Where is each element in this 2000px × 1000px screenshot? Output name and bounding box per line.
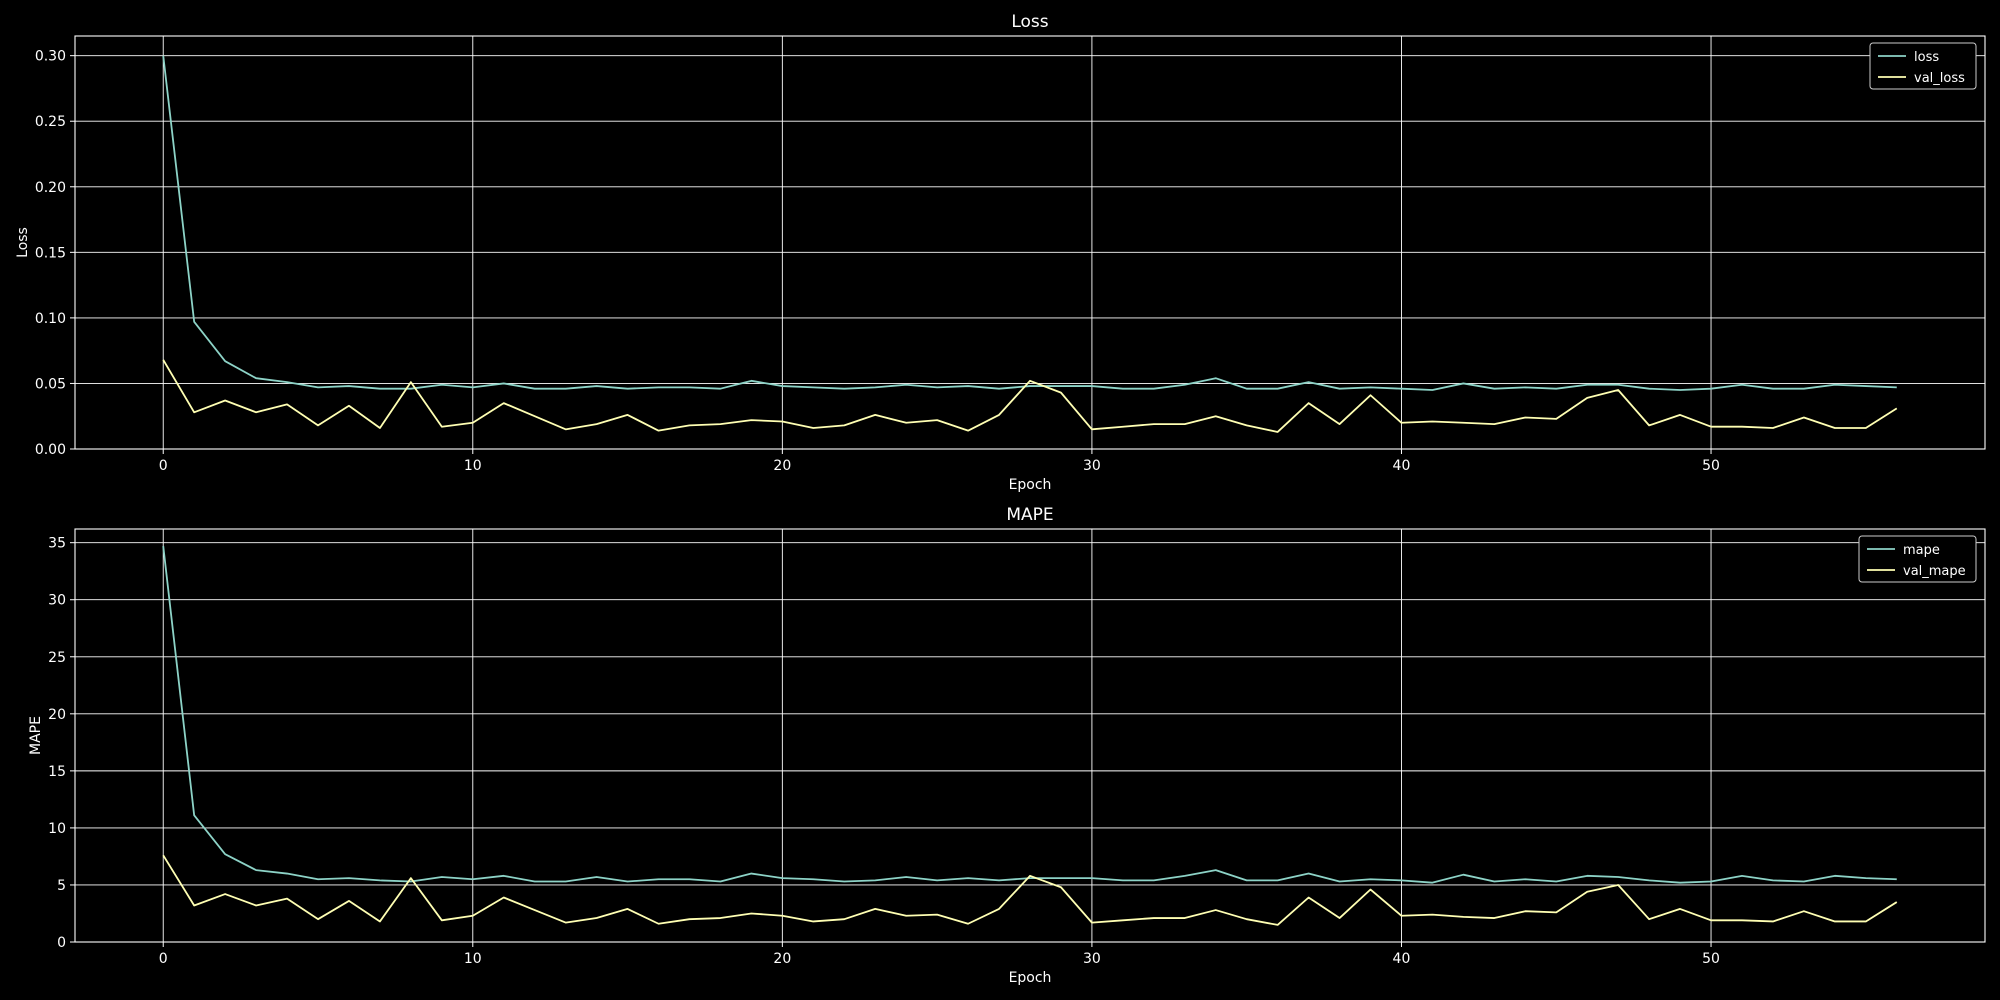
x-tick-label: 40 <box>1393 951 1411 967</box>
y-axis-label: Loss <box>15 227 31 258</box>
series-line-loss <box>162 55 1897 391</box>
x-tick-label: 50 <box>1702 458 1720 474</box>
x-tick-label: 10 <box>464 951 482 967</box>
y-tick-label: 10 <box>48 821 66 837</box>
chart-panel-0: 0 10 20 30 40 50 0.00 0.05 0.10 0.15 0.20 0.25 0.30 L… <box>15 12 1986 493</box>
y-tick-label: 0 <box>57 935 66 951</box>
y-tick-label: 0.00 <box>35 442 66 458</box>
y-tick-label: 0.25 <box>35 114 66 130</box>
x-axis-label: Epoch <box>1009 970 1052 986</box>
x-tick-label: 0 <box>159 951 168 967</box>
legend-label-val_loss: val_loss <box>1914 71 1965 86</box>
series-line-val_loss <box>162 359 1898 433</box>
chart-title: Loss <box>1011 12 1048 32</box>
y-tick-label: 0.10 <box>35 311 66 327</box>
legend: mape val_mape <box>1858 535 1977 583</box>
x-tick-label: 30 <box>1083 458 1101 474</box>
y-tick-label: 20 <box>48 707 66 723</box>
y-tick-label: 5 <box>57 878 66 894</box>
legend: loss val_loss <box>1869 42 1977 90</box>
x-tick-label: 20 <box>773 951 791 967</box>
x-tick-label: 30 <box>1083 951 1101 967</box>
x-tick-label: 40 <box>1393 458 1411 474</box>
y-tick-label: 35 <box>48 536 66 552</box>
legend-label-val_mape: val_mape <box>1903 564 1966 579</box>
y-tick-label: 0.20 <box>35 180 66 196</box>
y-tick-label: 0.05 <box>35 376 66 392</box>
legend-label-loss: loss <box>1914 50 1939 65</box>
y-tick-label: 25 <box>48 650 66 666</box>
chart-title: MAPE <box>1006 505 1053 525</box>
x-tick-label: 0 <box>159 458 168 474</box>
series-line-mape <box>162 546 1897 884</box>
plot-frame <box>74 528 1986 943</box>
chart-panel-1: 0 10 20 30 40 50 0 5 10 15 20 25 30 35 MAPE Epoch MAPE ma… <box>28 505 1986 986</box>
plot-frame <box>74 35 1986 450</box>
y-tick-label: 15 <box>48 764 66 780</box>
x-tick-label: 20 <box>773 458 791 474</box>
y-tick-label: 0.30 <box>35 49 66 65</box>
x-tick-label: 50 <box>1702 951 1720 967</box>
legend-label-mape: mape <box>1903 543 1940 558</box>
x-tick-label: 10 <box>464 458 482 474</box>
y-axis-label: MAPE <box>28 716 44 755</box>
y-tick-label: 30 <box>48 593 66 609</box>
series-line-val_mape <box>162 854 1898 926</box>
x-axis-label: Epoch <box>1009 477 1052 493</box>
y-tick-label: 0.15 <box>35 245 66 261</box>
